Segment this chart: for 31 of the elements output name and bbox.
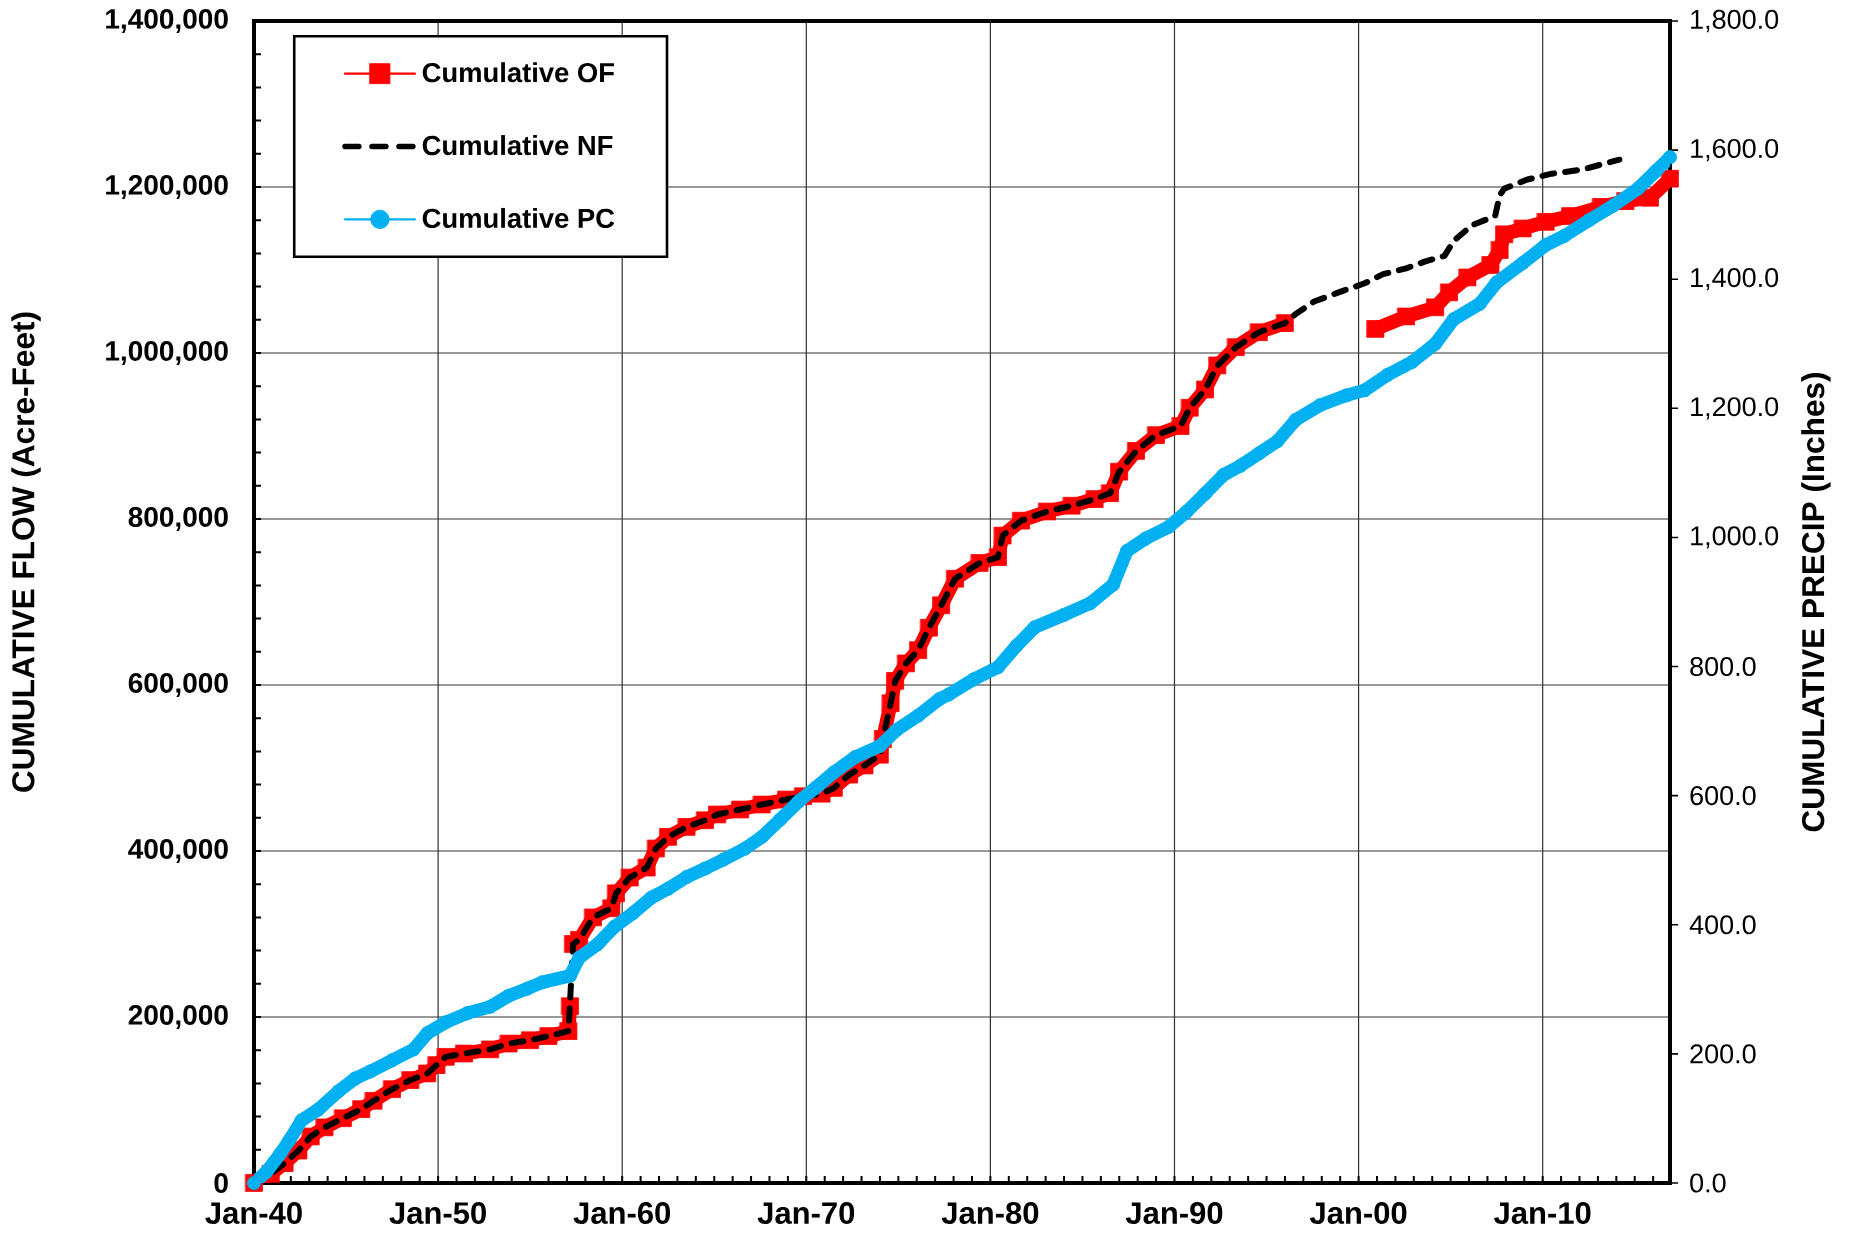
- x-tick-label: Jan-70: [757, 1202, 855, 1225]
- y-tick-label: 1,200,000: [106, 175, 228, 199]
- legend-label: Cumulative NF: [422, 135, 613, 156]
- y-tick-label: 200,000: [128, 1005, 228, 1029]
- y-tick-label: 400,000: [128, 839, 228, 863]
- x-tick-label: Jan-50: [389, 1202, 486, 1225]
- y2-tick-label: 1,200.0: [1691, 397, 1779, 420]
- x-tick-label: Jan-40: [205, 1202, 302, 1225]
- y2-tick-label: 1,600.0: [1691, 138, 1779, 162]
- y2-axis-title: CUMULATIVE PRECIP (Inches): [1801, 373, 1831, 832]
- y-axis-title: CUMULATIVE FLOW (Acre-Feet): [11, 312, 41, 792]
- x-tick-label: Jan-90: [1125, 1202, 1223, 1225]
- y2-tick-label: 800.0: [1690, 656, 1756, 677]
- y2-tick-label: 1,000.0: [1691, 526, 1779, 549]
- y2-tick-label: 1,800.0: [1691, 9, 1779, 33]
- x-tick-label: Jan-00: [1309, 1202, 1407, 1225]
- y2-tick-label: 0.0: [1690, 1173, 1726, 1193]
- y-tick-label: 1,400,000: [106, 9, 228, 33]
- y-tick-label: 0: [214, 1173, 228, 1193]
- x-tick-label: Jan-10: [1494, 1202, 1591, 1225]
- legend-label: Cumulative OF: [422, 62, 614, 83]
- x-tick-label: Jan-80: [941, 1202, 1039, 1225]
- y-tick-label: 600,000: [128, 673, 228, 697]
- y2-tick-label: 200.0: [1690, 1044, 1756, 1064]
- y-tick-label: 800,000: [128, 507, 228, 531]
- x-tick-label: Jan-60: [573, 1202, 671, 1225]
- y-tick-label: 1,000,000: [106, 341, 228, 365]
- y2-tick-label: 400.0: [1689, 915, 1756, 935]
- legend-label: Cumulative PC: [422, 207, 615, 229]
- y2-tick-label: 1,400.0: [1691, 268, 1779, 291]
- y2-tick-label: 600.0: [1690, 786, 1756, 806]
